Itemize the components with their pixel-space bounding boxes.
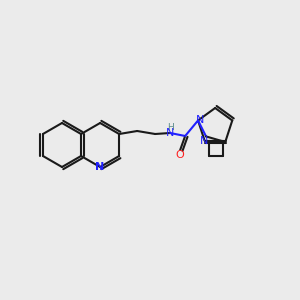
Text: N: N	[196, 116, 204, 125]
Text: O: O	[176, 150, 184, 160]
Text: N: N	[200, 136, 208, 146]
Text: N: N	[95, 162, 105, 172]
Text: H: H	[167, 122, 173, 131]
Text: N: N	[166, 128, 174, 138]
